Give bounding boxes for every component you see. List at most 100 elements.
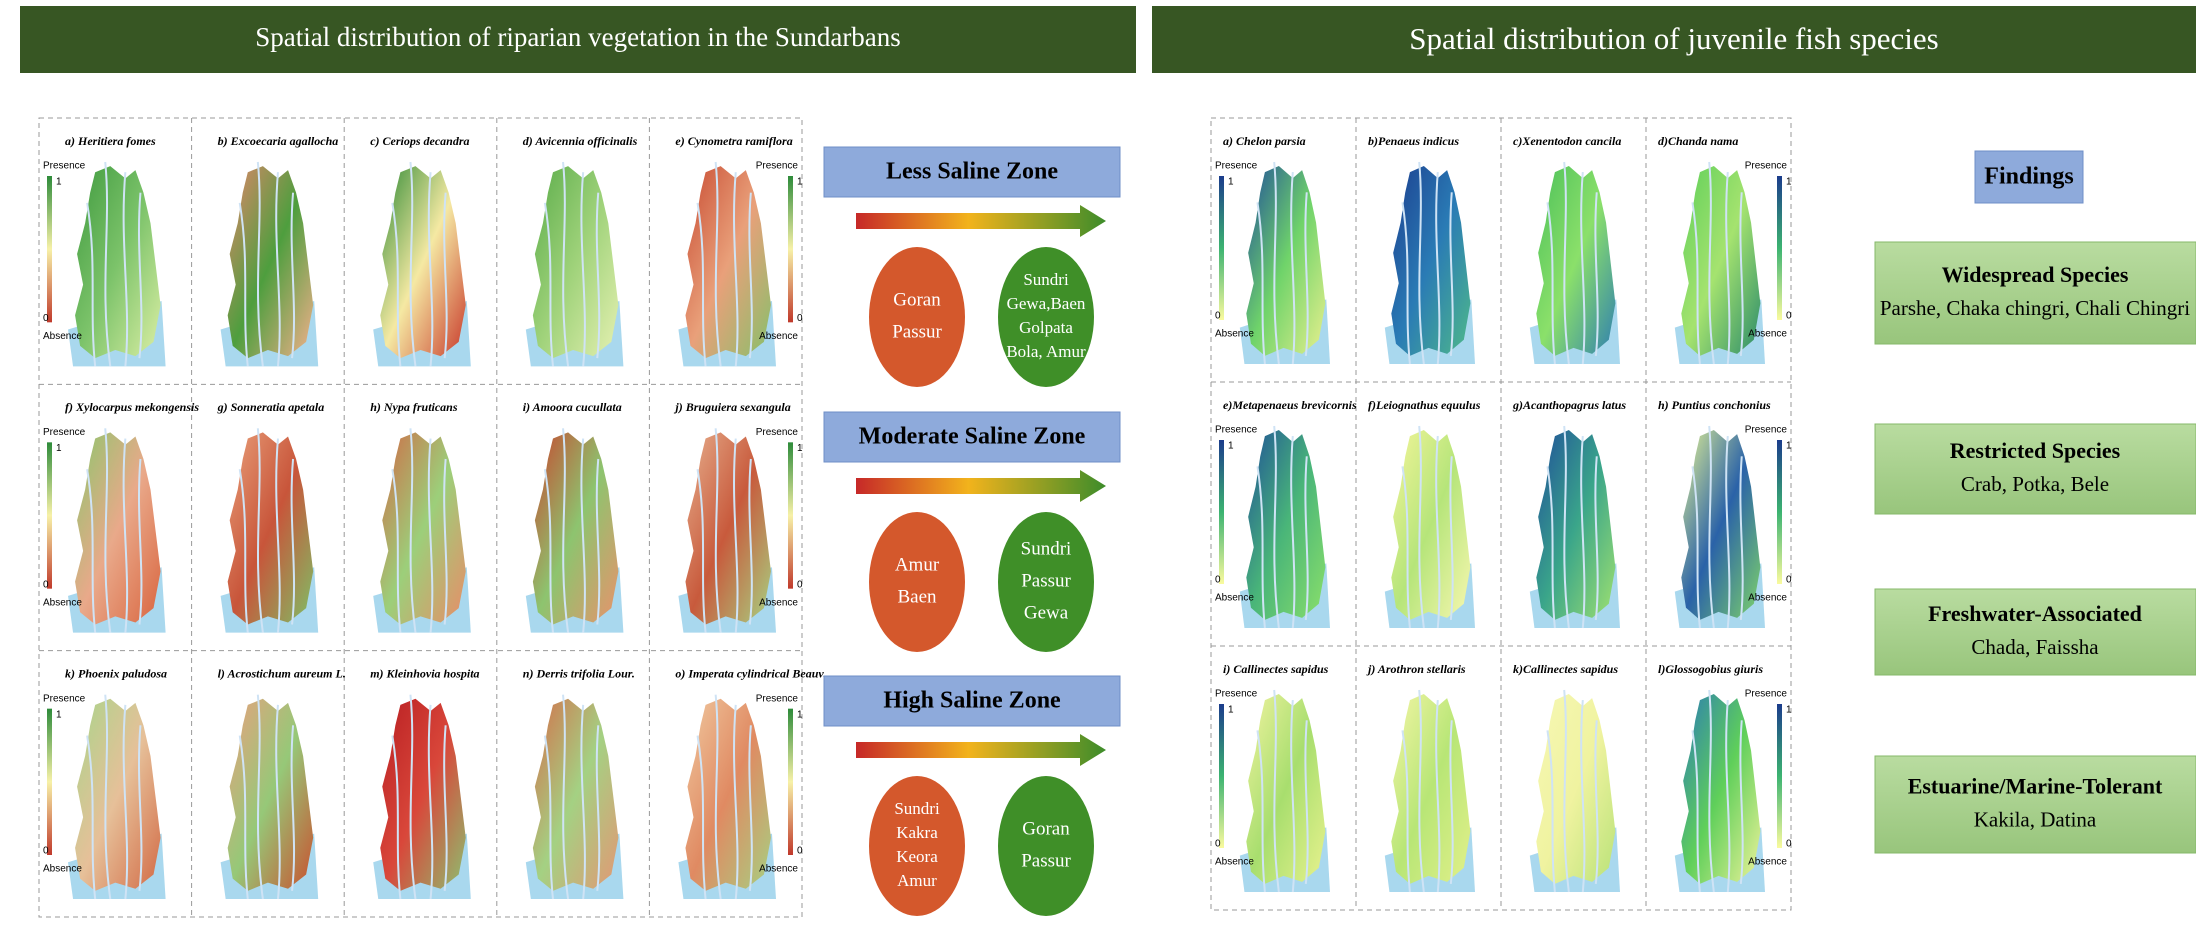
- findings-box: [1974, 150, 2084, 204]
- legend-bar: [1777, 176, 1782, 320]
- legend-label: Absence: [759, 597, 798, 608]
- map-rivers: [1692, 426, 1742, 628]
- legend-bar: [1219, 704, 1224, 848]
- legend-label: 1: [1228, 705, 1234, 716]
- panel-title: k) Phoenix paludosa: [65, 666, 167, 680]
- map-rivers: [698, 695, 752, 899]
- map: [373, 162, 471, 366]
- legend-label: Presence: [1215, 689, 1258, 700]
- legend-label: Presence: [1745, 689, 1788, 700]
- panel-title: a) Chelon parsia: [1223, 134, 1306, 148]
- zone-arrow: [856, 470, 1106, 502]
- legend-label: 0: [1786, 311, 1792, 322]
- legend-label: Absence: [43, 597, 82, 608]
- map: [373, 428, 471, 632]
- zone-species: Baen: [897, 586, 937, 607]
- zone-species: Gewa,Baen: [1007, 294, 1086, 313]
- map-land: [1391, 694, 1471, 884]
- panel-title: b) Excoecaria agallocha: [218, 134, 339, 148]
- map: [1384, 162, 1475, 364]
- panel-title: c)Xenentodon cancila: [1513, 134, 1621, 148]
- map-land: [685, 166, 771, 359]
- finding-text: Parshe, Chaka chingri, Chali Chingri: [1880, 296, 2190, 320]
- zone-circle: [998, 247, 1094, 387]
- legend-label: 1: [56, 709, 62, 720]
- map-rivers: [545, 695, 599, 899]
- legend-label: 0: [1786, 575, 1792, 586]
- legend-label: 1: [1786, 177, 1792, 188]
- legend-label: Absence: [1215, 857, 1254, 868]
- legend-label: 0: [43, 846, 49, 857]
- legend-label: 1: [56, 177, 62, 188]
- legend-label: 1: [56, 443, 62, 454]
- map: [1674, 162, 1765, 364]
- panel-frame: [38, 117, 803, 918]
- legend-label: Presence: [43, 693, 86, 704]
- zone-species: Sundri: [1021, 538, 1072, 559]
- map-rivers: [240, 428, 294, 632]
- legend-label: Presence: [1745, 425, 1788, 436]
- legend-label: 0: [43, 579, 49, 590]
- map: [525, 162, 624, 366]
- zone-species: Goran: [893, 289, 941, 310]
- panel-title: f)Leiognathus equulus: [1368, 398, 1481, 412]
- map-rivers: [1257, 426, 1307, 628]
- map-land: [1681, 166, 1761, 356]
- zone-species: Passur: [1021, 850, 1071, 871]
- legend-label: Absence: [43, 864, 82, 875]
- map-rivers: [87, 162, 141, 366]
- zone-title: Less Saline Zone: [886, 159, 1058, 185]
- legend-bar: [788, 708, 793, 855]
- map: [68, 428, 166, 632]
- map-rivers: [87, 695, 141, 899]
- legend-label: Presence: [1215, 425, 1258, 436]
- legend-label: Absence: [759, 864, 798, 875]
- panel-title: o) Imperata cylindrical Beauv.: [675, 666, 826, 680]
- map-land: [1246, 430, 1326, 620]
- legend-label: Absence: [759, 331, 798, 342]
- legend-label: Presence: [756, 693, 799, 704]
- legend-label: 0: [797, 846, 803, 857]
- header-title: Spatial distribution of riparian vegetat…: [255, 22, 901, 52]
- panel-title: e) Cynometra ramiflora: [675, 134, 792, 148]
- map-rivers: [698, 162, 752, 366]
- map: [525, 695, 624, 899]
- zone-title-box: [823, 146, 1121, 198]
- map-land: [1246, 166, 1326, 356]
- legend-label: Presence: [1215, 161, 1258, 172]
- zone-title-box: [823, 675, 1121, 727]
- map: [1384, 426, 1475, 628]
- legend-label: Presence: [1745, 161, 1788, 172]
- legend-label: Presence: [43, 161, 86, 172]
- panel-title: h) Nypa fruticans: [370, 400, 458, 414]
- map-rivers: [1257, 162, 1307, 364]
- legend-label: 0: [43, 313, 49, 324]
- legend-label: 0: [797, 579, 803, 590]
- panel-title: l) Acrostichum aureum L.: [218, 666, 346, 680]
- map-rivers: [1692, 162, 1742, 364]
- map-land: [532, 166, 619, 359]
- map-land: [75, 166, 161, 359]
- panel-title: d) Avicennia officinalis: [523, 134, 638, 148]
- panel-title: k)Callinectes sapidus: [1513, 662, 1618, 676]
- map: [220, 428, 319, 632]
- map: [525, 428, 624, 632]
- map-rivers: [240, 162, 294, 366]
- map-rivers: [698, 428, 752, 632]
- panel-title: f) Xylocarpus mekongensis: [65, 400, 199, 414]
- zone-circle: [869, 247, 965, 387]
- zone-circle: [998, 512, 1094, 652]
- legend-label: 1: [1786, 705, 1792, 716]
- finding-title: Freshwater-Associated: [1928, 601, 2142, 626]
- map: [220, 695, 319, 899]
- map-land: [75, 432, 161, 625]
- zone-species: Amur: [897, 871, 937, 890]
- map-land: [532, 432, 619, 625]
- legend-label: 1: [1228, 441, 1234, 452]
- finding-title: Restricted Species: [1950, 438, 2121, 463]
- map-rivers: [392, 695, 446, 899]
- map-land: [227, 698, 314, 891]
- map: [1239, 426, 1330, 628]
- finding-card: [1874, 588, 2196, 676]
